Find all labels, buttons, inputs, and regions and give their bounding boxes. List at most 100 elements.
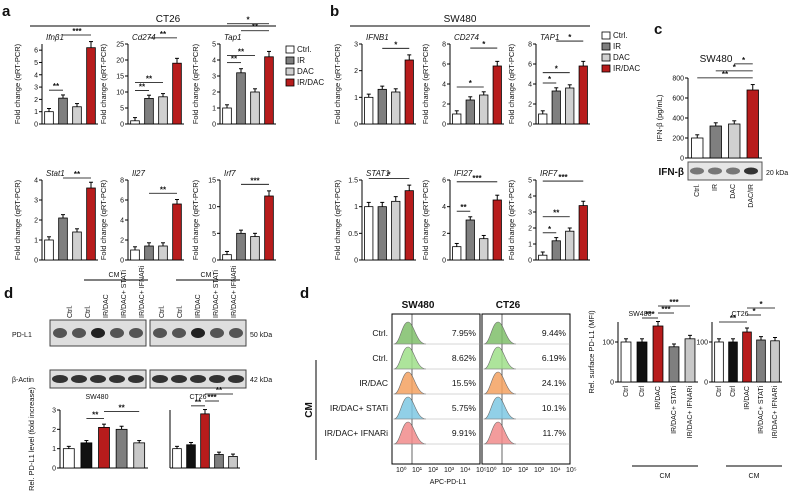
blot-band: [708, 167, 722, 175]
axis-tick: 10³: [444, 467, 455, 474]
bar: [538, 254, 548, 261]
gene-name: CD274: [454, 33, 479, 42]
significance-label: *: [752, 307, 756, 316]
blot-band: [744, 167, 758, 175]
tick-label: 0: [354, 122, 358, 129]
bar: [72, 106, 82, 125]
bar: [538, 113, 548, 125]
tick-label: 200: [672, 136, 684, 143]
significance-label: *: [246, 16, 250, 25]
significance-label: ***: [661, 305, 671, 314]
category-label: IR/DAC: [744, 386, 751, 410]
lane-label: IR/DAC: [195, 294, 202, 318]
tick-label: 1: [354, 95, 358, 102]
gene-name: Tap1: [224, 33, 242, 42]
cm-label: CM: [201, 272, 212, 279]
tick-label: 2: [528, 226, 532, 233]
tick-label: 20: [116, 58, 124, 65]
tick-label: 1: [52, 446, 56, 453]
blot-band: [229, 328, 243, 338]
bar: [72, 231, 82, 261]
significance-label: ***: [645, 310, 655, 319]
significance-label: *: [555, 65, 559, 74]
tick-label: 15: [116, 74, 124, 81]
cm-label: CM: [660, 473, 671, 480]
kda-label: 50 kDa: [250, 332, 272, 339]
tick-label: 400: [672, 116, 684, 123]
tick-label: 10: [208, 204, 216, 211]
histogram: [393, 396, 427, 420]
tick-label: 3: [212, 74, 216, 81]
lane-label: IR/DAC: [103, 294, 110, 318]
lane-label: Ctrl.: [85, 305, 92, 318]
legend-swatch: [601, 42, 611, 51]
significance-label: **: [460, 203, 467, 212]
bar: [492, 199, 502, 261]
tick-label: 3: [34, 198, 38, 205]
bar: [377, 206, 387, 261]
significance-label: **: [722, 70, 729, 79]
legend-swatch: [285, 56, 295, 65]
histogram: [483, 396, 517, 420]
tick-label: 5: [212, 42, 216, 49]
tick-label: 6: [528, 62, 532, 69]
bar: [479, 238, 489, 261]
tick-label: 6: [442, 62, 446, 69]
tick-label: 0: [52, 466, 56, 473]
tick-label: 3: [354, 42, 358, 49]
tick-label: 1: [34, 238, 38, 245]
y-axis-label: Fold change (qRT-PCR): [13, 43, 22, 124]
y-axis-label: Fold change (qRT-PCR): [191, 43, 200, 124]
axis-tick: 10⁵: [476, 467, 487, 474]
legend-entry: Ctrl.: [613, 31, 628, 40]
bar: [714, 341, 724, 383]
significance-label: *: [733, 63, 737, 72]
significance-label: **: [160, 30, 167, 39]
tick-label: 1: [34, 109, 38, 116]
axis-tick: 10²: [518, 467, 529, 474]
significance-label: *: [469, 79, 473, 88]
bar: [565, 87, 575, 125]
axis-tick: 10³: [534, 467, 545, 474]
significance-label: ***: [72, 27, 82, 36]
bar: [377, 88, 387, 125]
category-label: IR/DAC+ STATi: [671, 386, 678, 434]
significance-label: **: [730, 314, 737, 323]
tick-label: 4: [528, 194, 532, 201]
bar: [58, 217, 68, 261]
bar: [551, 240, 561, 261]
row-label: PD-L1: [12, 332, 32, 339]
flow-title: SW480: [402, 300, 435, 311]
y-axis-label: Fold change (qRT-PCR): [99, 179, 108, 260]
bar: [684, 338, 696, 383]
bar: [222, 107, 232, 125]
bar: [62, 448, 75, 469]
significance-label: **: [216, 386, 223, 395]
tick-label: 1: [528, 242, 532, 249]
legend-swatch: [601, 31, 611, 40]
bar: [492, 65, 502, 125]
bar: [186, 444, 196, 469]
blot-band: [110, 328, 124, 338]
row-label: Ctrl.: [372, 353, 388, 363]
blot-band: [726, 167, 740, 175]
significance-label: **: [53, 82, 60, 91]
tick-label: 0: [442, 122, 446, 129]
panel-label-c: c: [654, 21, 662, 38]
tick-label: 0: [528, 122, 532, 129]
x-axis-label: APC-PD-L1: [430, 479, 467, 486]
significance-label: **: [238, 48, 245, 57]
percent-label: 9.91%: [452, 428, 477, 438]
tick-label: 8: [442, 42, 446, 49]
significance-label: *: [568, 33, 572, 42]
panel-a-title: CT26: [156, 14, 181, 25]
category-label: Ctrl.: [694, 184, 701, 197]
tick-label: 6: [34, 48, 38, 55]
bar: [250, 236, 260, 261]
blot-band: [52, 375, 68, 383]
bar: [86, 187, 96, 261]
row-label: IR/DAC+ STATi: [330, 403, 388, 413]
